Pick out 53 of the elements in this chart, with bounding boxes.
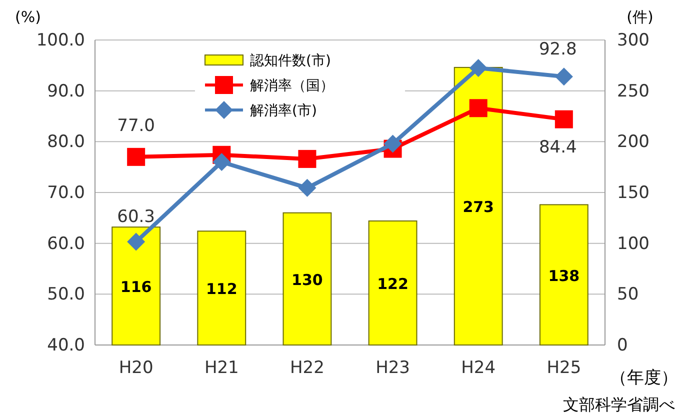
point xyxy=(298,178,316,197)
data-label: 273 xyxy=(462,198,494,216)
y2-tick-label: 0 xyxy=(617,335,628,356)
data-label: 92.8 xyxy=(538,40,577,60)
point xyxy=(554,110,573,128)
y2-tick-label: 100 xyxy=(617,234,650,254)
y2-tick-label: 150 xyxy=(617,182,650,203)
y-tick-label: 60.0 xyxy=(47,234,85,254)
bar xyxy=(197,230,246,346)
bar xyxy=(539,204,588,346)
data-label: 122 xyxy=(377,274,408,293)
y-axis-title: (%) xyxy=(15,8,41,26)
legend-label: 認知件数(市) xyxy=(250,53,331,69)
y-tick-label: 70.0 xyxy=(47,182,85,203)
x-tick-label: H25 xyxy=(546,358,582,378)
bar xyxy=(112,226,161,346)
text: 文部科学省調べ xyxy=(563,395,675,414)
y2-axis-title: (件) xyxy=(626,8,654,26)
y-tick-label: 40.0 xyxy=(47,335,85,356)
point xyxy=(127,232,146,251)
bar xyxy=(368,220,418,346)
point xyxy=(469,99,488,118)
y2-tick-label: 200 xyxy=(617,132,650,152)
x-axis-title: （年度） xyxy=(610,368,678,388)
legend-label: 解消率(市) xyxy=(250,103,317,119)
y-tick-label: 100.0 xyxy=(36,30,85,50)
y-tick-label: 90.0 xyxy=(47,81,85,102)
data-label: 60.3 xyxy=(117,206,156,227)
x-tick-label: H22 xyxy=(290,358,324,378)
point xyxy=(212,153,231,171)
y2-tick-label: 50 xyxy=(617,284,639,305)
y2-tick-label: 300 xyxy=(617,30,650,50)
bar xyxy=(454,66,503,346)
bar xyxy=(282,212,332,346)
data-label: 138 xyxy=(548,266,580,285)
x-tick-label: H20 xyxy=(118,358,154,378)
point xyxy=(127,148,146,166)
data-label: 130 xyxy=(292,270,323,289)
y-tick-label: 80.0 xyxy=(47,132,85,152)
point xyxy=(469,58,488,77)
data-label: 77.0 xyxy=(117,116,156,136)
y2-tick-label: 250 xyxy=(617,81,650,102)
point xyxy=(554,68,573,86)
y-tick-label: 50.0 xyxy=(47,284,85,305)
point xyxy=(384,134,402,153)
point xyxy=(298,150,316,168)
data-label: 112 xyxy=(206,280,238,298)
data-label: 84.4 xyxy=(538,137,577,158)
x-tick-label: H23 xyxy=(376,358,410,378)
legend-label: 解消率（国） xyxy=(250,78,334,94)
data-label: 116 xyxy=(120,278,152,296)
x-tick-label: H21 xyxy=(204,358,239,378)
x-tick-label: H24 xyxy=(461,358,496,378)
